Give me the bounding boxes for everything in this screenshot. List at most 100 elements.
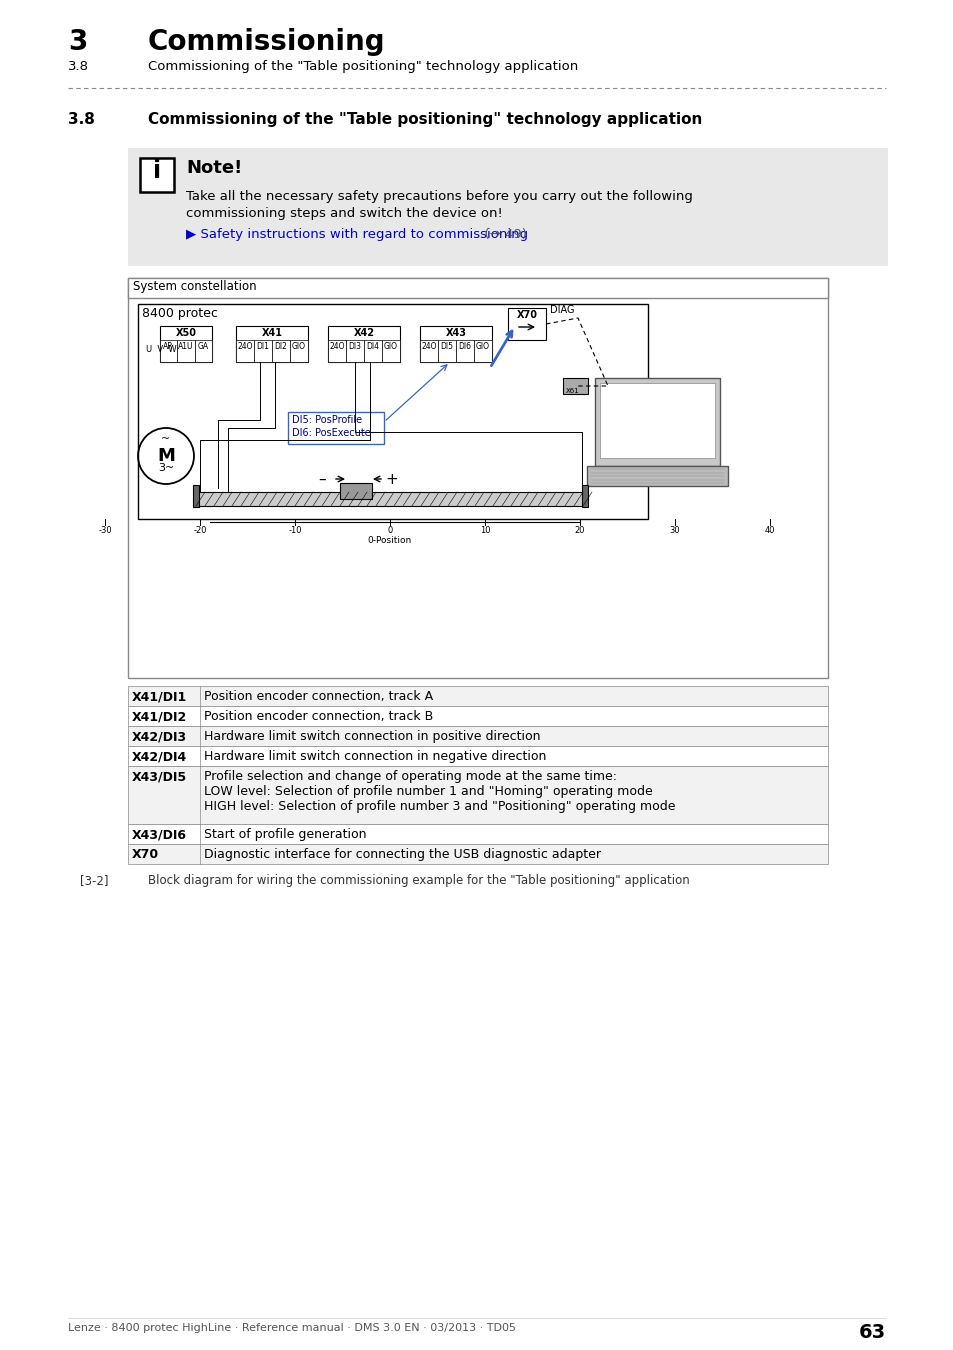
Text: Position encoder connection, track A: Position encoder connection, track A [204, 690, 433, 703]
Text: X70: X70 [132, 848, 159, 861]
Text: 3.8: 3.8 [68, 112, 94, 127]
FancyBboxPatch shape [128, 824, 827, 844]
Text: M: M [157, 447, 174, 464]
FancyBboxPatch shape [138, 304, 647, 518]
Text: 0-Position: 0-Position [368, 536, 412, 545]
Text: Hardware limit switch connection in positive direction: Hardware limit switch connection in posi… [204, 730, 540, 742]
Text: X70: X70 [516, 310, 537, 320]
FancyBboxPatch shape [290, 340, 308, 362]
Text: Start of profile generation: Start of profile generation [204, 828, 366, 841]
Text: Block diagram for wiring the commissioning example for the "Table positioning" a: Block diagram for wiring the commissioni… [148, 873, 689, 887]
FancyBboxPatch shape [128, 844, 827, 864]
Text: GIO: GIO [384, 342, 397, 351]
Text: GIO: GIO [476, 342, 490, 351]
FancyBboxPatch shape [381, 340, 399, 362]
Text: -30: -30 [98, 526, 112, 535]
Text: commissioning steps and switch the device on!: commissioning steps and switch the devic… [186, 207, 502, 220]
Text: -10: -10 [288, 526, 301, 535]
Text: -20: -20 [193, 526, 207, 535]
Text: Hardware limit switch connection in negative direction: Hardware limit switch connection in nega… [204, 751, 546, 763]
Text: +: + [385, 472, 398, 487]
FancyBboxPatch shape [253, 340, 272, 362]
Text: ~: ~ [161, 433, 171, 444]
FancyBboxPatch shape [339, 483, 372, 499]
FancyBboxPatch shape [128, 148, 887, 266]
FancyBboxPatch shape [160, 340, 177, 362]
FancyBboxPatch shape [474, 340, 492, 362]
FancyBboxPatch shape [562, 378, 587, 394]
Text: Lenze · 8400 protec HighLine · Reference manual · DMS 3.0 EN · 03/2013 · TD05: Lenze · 8400 protec HighLine · Reference… [68, 1323, 516, 1332]
FancyBboxPatch shape [364, 340, 381, 362]
Text: System constellation: System constellation [132, 279, 256, 293]
Text: LOW level: Selection of profile number 1 and "Homing" operating mode: LOW level: Selection of profile number 1… [204, 784, 652, 798]
Text: AR: AR [163, 342, 173, 351]
Text: i: i [152, 159, 161, 184]
FancyBboxPatch shape [507, 308, 545, 340]
Text: 24O: 24O [329, 342, 344, 351]
Text: Diagnostic interface for connecting the USB diagnostic adapter: Diagnostic interface for connecting the … [204, 848, 600, 861]
FancyBboxPatch shape [235, 325, 308, 362]
Text: DI3: DI3 [348, 342, 361, 351]
Text: GA: GA [197, 342, 209, 351]
Text: ▶ Safety instructions with regard to commissioning: ▶ Safety instructions with regard to com… [186, 228, 528, 242]
Text: DI6: DI6 [458, 342, 471, 351]
FancyBboxPatch shape [419, 340, 437, 362]
Text: X43/DI6: X43/DI6 [132, 828, 187, 841]
Text: X50: X50 [175, 328, 196, 338]
FancyBboxPatch shape [128, 686, 827, 706]
Text: X42: X42 [354, 328, 375, 338]
Text: X42/DI4: X42/DI4 [132, 751, 187, 763]
Text: Commissioning of the "Table positioning" technology application: Commissioning of the "Table positioning"… [148, 59, 578, 73]
Text: 3~: 3~ [157, 463, 174, 472]
FancyBboxPatch shape [419, 325, 492, 362]
FancyBboxPatch shape [328, 340, 346, 362]
FancyBboxPatch shape [437, 340, 456, 362]
FancyBboxPatch shape [128, 765, 827, 824]
Text: 24O: 24O [421, 342, 436, 351]
Text: X43: X43 [445, 328, 466, 338]
Text: 3.8: 3.8 [68, 59, 89, 73]
Text: 0: 0 [387, 526, 393, 535]
FancyBboxPatch shape [288, 412, 384, 444]
Text: 30: 30 [669, 526, 679, 535]
Text: Note!: Note! [186, 159, 242, 177]
FancyBboxPatch shape [128, 726, 827, 747]
FancyBboxPatch shape [599, 383, 714, 458]
Text: X43/DI5: X43/DI5 [132, 769, 187, 783]
Text: X42/DI3: X42/DI3 [132, 730, 187, 742]
Text: 3: 3 [68, 28, 88, 55]
FancyBboxPatch shape [581, 485, 587, 508]
Text: 10: 10 [479, 526, 490, 535]
FancyBboxPatch shape [128, 278, 827, 678]
Text: Position encoder connection, track B: Position encoder connection, track B [204, 710, 433, 724]
FancyBboxPatch shape [195, 491, 585, 506]
Text: DI6: PosExecute: DI6: PosExecute [292, 428, 371, 437]
Text: X61: X61 [565, 387, 579, 394]
Text: –: – [318, 472, 326, 487]
FancyBboxPatch shape [328, 325, 399, 362]
FancyBboxPatch shape [177, 340, 194, 362]
FancyBboxPatch shape [193, 485, 199, 508]
FancyBboxPatch shape [194, 340, 212, 362]
FancyBboxPatch shape [235, 340, 253, 362]
Text: GIO: GIO [292, 342, 306, 351]
FancyBboxPatch shape [140, 158, 173, 192]
FancyBboxPatch shape [128, 706, 827, 726]
Text: A1U: A1U [178, 342, 193, 351]
Text: DI2: DI2 [274, 342, 287, 351]
FancyBboxPatch shape [586, 466, 727, 486]
FancyBboxPatch shape [272, 340, 290, 362]
Text: Commissioning of the "Table positioning" technology application: Commissioning of the "Table positioning"… [148, 112, 701, 127]
Text: DIAG: DIAG [550, 305, 574, 315]
FancyBboxPatch shape [128, 747, 827, 765]
Text: DI5: PosProfile: DI5: PosProfile [292, 414, 362, 425]
Text: U  V  W: U V W [146, 346, 176, 354]
Text: HIGH level: Selection of profile number 3 and "Positioning" operating mode: HIGH level: Selection of profile number … [204, 801, 675, 813]
Text: DI5: DI5 [440, 342, 453, 351]
Text: (→ 49): (→ 49) [476, 228, 526, 242]
FancyBboxPatch shape [128, 278, 827, 298]
Text: 24O: 24O [237, 342, 253, 351]
FancyBboxPatch shape [346, 340, 364, 362]
FancyBboxPatch shape [160, 325, 212, 362]
Text: DI4: DI4 [366, 342, 379, 351]
